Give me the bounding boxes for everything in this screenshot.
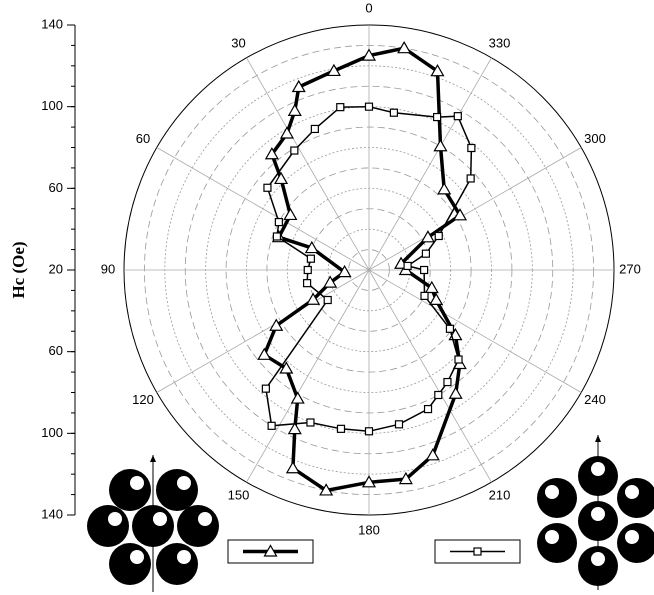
polar-grid: [124, 25, 614, 515]
marker: [275, 219, 282, 226]
marker: [366, 428, 373, 435]
marker: [444, 379, 451, 386]
marker: [324, 297, 331, 304]
marker: [284, 209, 296, 220]
marker: [287, 462, 299, 473]
angle-label: 330: [489, 35, 511, 50]
marker: [262, 385, 269, 392]
marker: [337, 104, 344, 111]
spoke: [157, 270, 369, 393]
angle-label: 90: [101, 261, 115, 276]
angle-label: 150: [228, 487, 250, 502]
marker: [430, 294, 442, 305]
marker: [366, 103, 373, 110]
marker: [404, 262, 411, 269]
marker: [390, 109, 397, 116]
marker: [421, 292, 428, 299]
marker: [311, 125, 318, 132]
r-tick-label: 100: [41, 425, 63, 440]
angle-label: 180: [358, 522, 380, 537]
marker: [455, 356, 462, 363]
r-tick-label: 140: [41, 506, 63, 521]
marker: [425, 406, 432, 413]
r-tick-label: 140: [41, 16, 63, 31]
marker: [467, 175, 474, 182]
marker: [438, 183, 450, 194]
spoke: [157, 148, 369, 271]
marker: [258, 349, 270, 360]
r-tick-label: 60: [49, 180, 63, 195]
spoke: [369, 270, 581, 393]
angle-label: 120: [132, 392, 154, 407]
marker: [304, 267, 311, 274]
marker: [454, 113, 461, 120]
icon-left: [87, 455, 219, 592]
r-tick-label: 20: [49, 261, 63, 276]
marker: [337, 425, 344, 432]
marker: [422, 250, 429, 257]
marker: [427, 449, 439, 460]
spoke: [247, 58, 370, 270]
marker: [304, 280, 311, 287]
marker: [434, 140, 446, 151]
spoke: [369, 270, 492, 482]
angle-label: 0: [365, 0, 372, 15]
angle-label: 210: [489, 487, 511, 502]
marker: [291, 147, 298, 154]
angle-label: 30: [231, 35, 245, 50]
angle-label: 270: [619, 261, 641, 276]
marker: [307, 419, 314, 426]
marker: [289, 105, 301, 116]
marker: [446, 325, 453, 332]
axis-title: Hc (Oe): [9, 241, 28, 298]
marker: [292, 393, 304, 404]
marker: [273, 233, 280, 240]
chart: Hc (Oe) 030609012015018021024: [0, 0, 654, 595]
marker: [395, 421, 402, 428]
spoke: [369, 148, 581, 271]
marker: [468, 145, 475, 152]
marker: [421, 267, 428, 274]
angle-label: 300: [584, 131, 606, 146]
marker: [435, 391, 442, 398]
angle-label: 60: [136, 131, 150, 146]
marker: [434, 114, 441, 121]
marker: [264, 184, 271, 191]
legend-marker: [474, 548, 481, 555]
marker: [281, 127, 293, 138]
marker: [450, 388, 462, 399]
marker: [268, 422, 275, 429]
r-tick-label: 100: [41, 98, 63, 113]
r-tick-label: 60: [49, 343, 63, 358]
angle-label: 240: [584, 392, 606, 407]
icon-right: [537, 435, 654, 590]
marker: [307, 255, 314, 262]
marker: [435, 232, 442, 239]
